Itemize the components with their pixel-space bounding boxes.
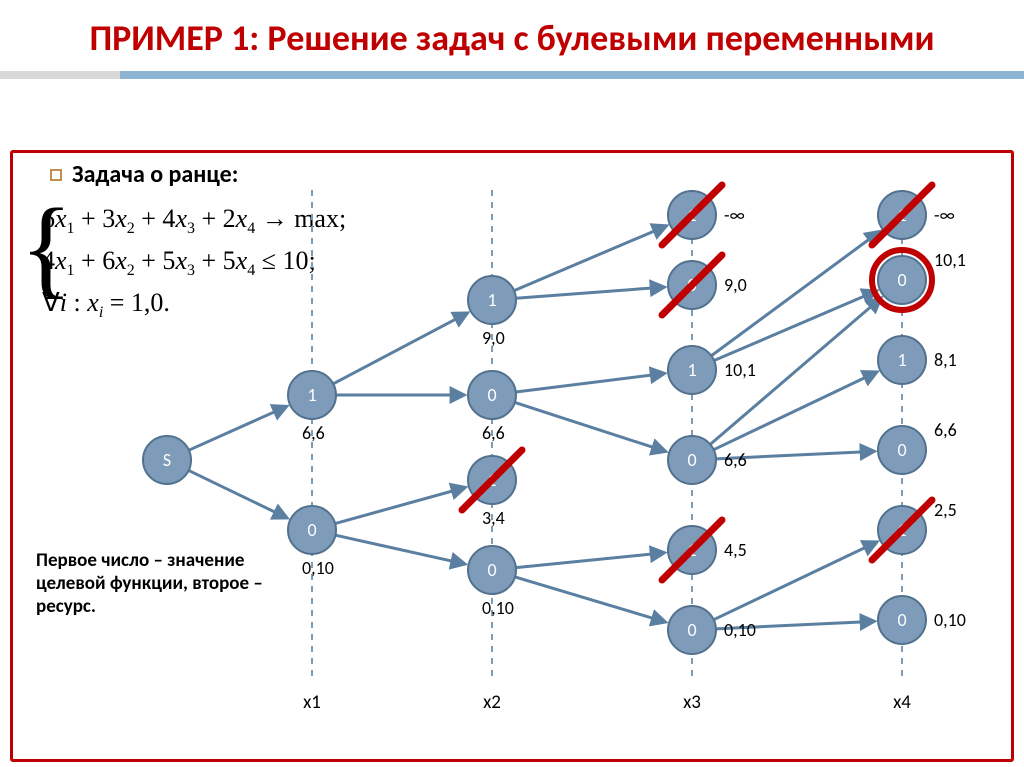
svg-text:0: 0 <box>897 269 906 291</box>
svg-text:10,1: 10,1 <box>724 359 756 381</box>
svg-text:4,5: 4,5 <box>724 539 747 561</box>
svg-text:0: 0 <box>897 609 906 631</box>
svg-text:6,6: 6,6 <box>934 419 957 441</box>
svg-text:S: S <box>163 449 171 471</box>
svg-text:x3: x3 <box>683 691 701 714</box>
svg-text:0: 0 <box>307 519 316 541</box>
svg-text:0,10: 0,10 <box>724 619 756 641</box>
svg-text:1: 1 <box>487 289 496 311</box>
svg-text:0: 0 <box>687 449 696 471</box>
page-title: ПРИМЕР 1: Решение задач с булевыми перем… <box>20 18 1004 59</box>
svg-text:x2: x2 <box>483 691 501 714</box>
svg-text:9,0: 9,0 <box>482 327 505 349</box>
tree-diagram: S101010101010101010 6,60,109,06,63,40,10… <box>22 160 1022 760</box>
svg-text:8,1: 8,1 <box>934 349 957 371</box>
svg-text:0,10: 0,10 <box>934 609 966 631</box>
svg-text:0: 0 <box>487 559 496 581</box>
svg-text:1: 1 <box>307 384 316 406</box>
svg-text:x1: x1 <box>303 691 321 714</box>
svg-text:1: 1 <box>687 359 696 381</box>
color-bar <box>0 71 1024 79</box>
svg-text:-∞: -∞ <box>934 204 955 226</box>
svg-text:-∞: -∞ <box>724 204 745 226</box>
svg-text:0,10: 0,10 <box>482 597 514 619</box>
svg-text:0: 0 <box>897 439 906 461</box>
svg-text:1: 1 <box>897 349 906 371</box>
svg-text:0: 0 <box>687 619 696 641</box>
svg-text:x4: x4 <box>893 691 911 714</box>
svg-text:10,1: 10,1 <box>934 249 966 271</box>
svg-text:0,10: 0,10 <box>302 557 334 579</box>
svg-text:6,6: 6,6 <box>724 449 747 471</box>
svg-text:3,4: 3,4 <box>482 507 505 529</box>
svg-text:6,6: 6,6 <box>302 422 325 444</box>
svg-text:6,6: 6,6 <box>482 422 505 444</box>
svg-text:2,5: 2,5 <box>934 499 957 521</box>
svg-text:0: 0 <box>487 384 496 406</box>
svg-text:9,0: 9,0 <box>724 274 747 296</box>
